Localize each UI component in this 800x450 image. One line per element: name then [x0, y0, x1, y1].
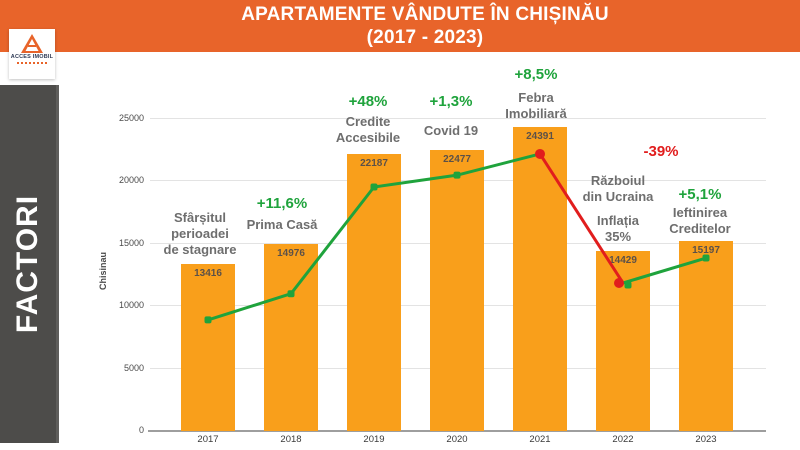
- factor-label-line: Inflația: [597, 213, 639, 228]
- factor-label-line: Febra: [518, 90, 554, 105]
- factor-label-2023: Ieftinirea Creditelor: [630, 205, 770, 237]
- percent-2019: +48%: [348, 93, 388, 110]
- x-tick-label-2020: 2020: [446, 434, 468, 445]
- percent-2020: +1,3%: [429, 93, 473, 110]
- bar-2019: [347, 154, 401, 431]
- factor-label-line: 35%: [604, 229, 632, 244]
- factor-label-line: din Ucraina: [582, 189, 654, 204]
- factor-label-line: Credite: [345, 114, 391, 129]
- percent-2018: +11,6%: [256, 195, 308, 212]
- factor-label-2020: Covid 19: [381, 123, 521, 139]
- page-title-line2: (2017 - 2023): [366, 27, 484, 48]
- bar-value-2017: 13416: [194, 267, 222, 279]
- factor-label-2018: Prima Casă: [212, 217, 352, 233]
- y-tick-label-15000: 15000: [118, 237, 144, 248]
- factor-label2-2022: Inflația 35%: [548, 213, 688, 245]
- trend-marker-green: [287, 290, 295, 298]
- page-title-line1: APARTAMENTE VÂNDUTE ÎN CHIȘINĂU: [241, 4, 609, 25]
- trend-marker-red: [535, 148, 545, 159]
- trend-marker-green: [370, 183, 378, 191]
- bar-value-2022: 14429: [609, 254, 637, 266]
- trend-segment: [622, 256, 707, 285]
- bar-value-2021: 24391: [526, 130, 554, 142]
- bar-2020: [430, 150, 484, 431]
- trend-segment: [373, 173, 458, 189]
- factor-label-line: Imobiliară: [505, 106, 567, 121]
- trend-marker-green: [702, 254, 710, 262]
- factor-label-line: Covid 19: [423, 123, 479, 138]
- bar-2017: [181, 263, 235, 431]
- x-axis-line: [148, 430, 766, 432]
- y-tick-label-20000: 20000: [118, 175, 144, 186]
- factor-label-2022: Războiul din Ucraina: [548, 173, 688, 205]
- trend-marker-green: [453, 171, 461, 179]
- factors-sidebar: FACTORI: [0, 85, 59, 443]
- bar-value-2020: 22477: [443, 154, 471, 166]
- bar-value-2023: 15197: [692, 245, 720, 257]
- percent-2023: +5,1%: [678, 186, 722, 203]
- y-tick-label-0: 0: [138, 425, 144, 435]
- y-tick-label-25000: 25000: [118, 113, 144, 123]
- trend-segment: [456, 152, 541, 177]
- title-banner: APARTAMENTE VÂNDUTE ÎN CHIȘINĂU (2017 - …: [0, 0, 800, 52]
- logo-tagline: [17, 62, 47, 66]
- factor-label-2017: Sfârșitul perioadei de stagnare: [130, 210, 270, 258]
- x-tick-label-2018: 2018: [280, 434, 302, 445]
- factor-label-line: Ieftinirea: [672, 205, 728, 220]
- factor-label-line: Creditelor: [669, 221, 731, 236]
- gridline-25000: [150, 118, 766, 119]
- bar-2021: [513, 126, 567, 431]
- trend-marker-red: [614, 277, 624, 288]
- bar-2023: [679, 241, 733, 431]
- y-tick-label-10000: 10000: [118, 300, 144, 311]
- x-tick-label-2022: 2022: [612, 434, 634, 445]
- logo-brand-text: ACCES IMOBIL: [10, 54, 54, 60]
- y-tick-label-5000: 5000: [123, 362, 144, 373]
- factor-label-line: Accesibile: [335, 130, 401, 145]
- percent-2022: -39%: [643, 143, 679, 160]
- factor-label-line: Sfârșitul: [173, 210, 226, 225]
- factor-label-2019: Credite Accesibile: [298, 114, 438, 146]
- trend-segment: [207, 292, 292, 322]
- percent-2021: +8,5%: [514, 66, 558, 83]
- bar-value-2019: 22187: [360, 158, 388, 170]
- factor-label-line: de stagnare: [163, 242, 237, 257]
- bar-2018: [264, 244, 318, 431]
- logo-card: ACCES IMOBIL: [9, 29, 55, 79]
- trend-marker-green: [204, 316, 212, 324]
- factor-label-line: perioadei: [171, 226, 229, 241]
- factor-label-2021: Febra Imobiliară: [466, 90, 606, 122]
- trend-segment: [289, 186, 376, 295]
- x-tick-label-2017: 2017: [197, 434, 219, 445]
- acces-imobil-triangle-icon: [9, 34, 55, 53]
- trend-marker-green: [624, 281, 632, 289]
- factor-label-line: Războiul: [590, 173, 646, 188]
- trend-segment: [538, 153, 625, 284]
- x-tick-label-2019: 2019: [363, 434, 385, 445]
- x-tick-label-2021: 2021: [529, 434, 551, 445]
- bar-value-2018: 14976: [277, 248, 305, 260]
- x-tick-label-2023: 2023: [695, 434, 717, 445]
- page-title: APARTAMENTE VÂNDUTE ÎN CHIȘINĂU (2017 - …: [50, 3, 800, 49]
- factor-label-line: Prima Casă: [246, 217, 318, 232]
